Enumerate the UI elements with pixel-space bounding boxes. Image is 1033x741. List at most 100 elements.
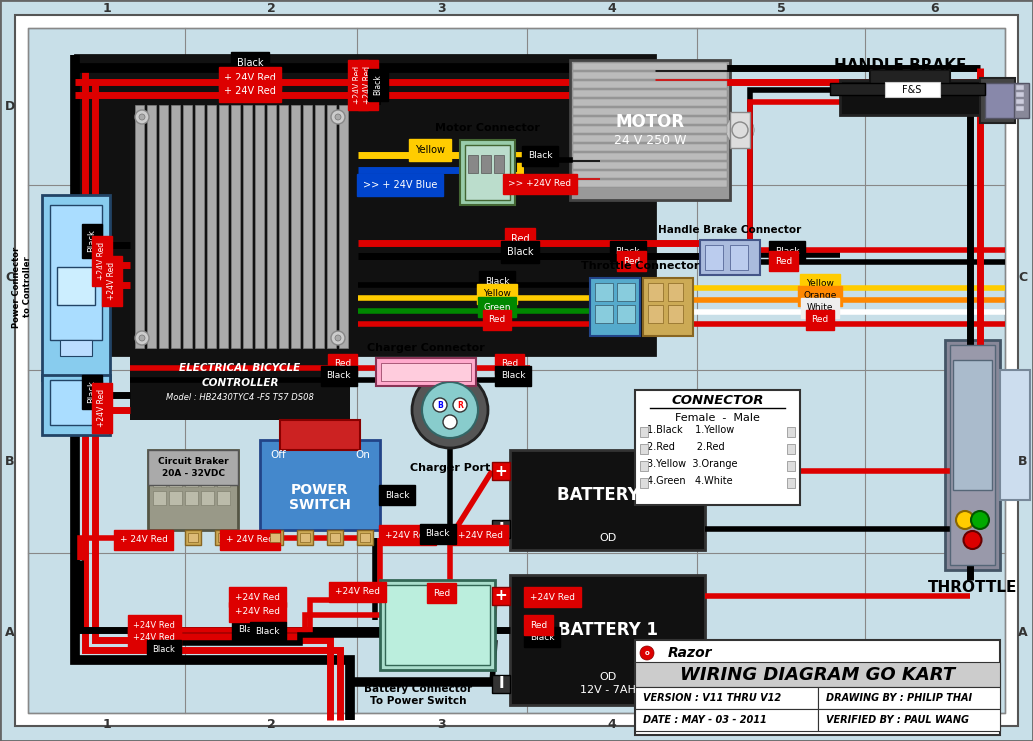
Circle shape: [730, 120, 750, 140]
Circle shape: [726, 116, 754, 144]
Bar: [635, 709, 817, 731]
Text: +24V Red: +24V Red: [133, 634, 175, 642]
Bar: [1014, 83, 1029, 118]
Bar: [243, 105, 252, 348]
Bar: [481, 155, 491, 173]
Text: Red: Red: [489, 316, 505, 325]
Bar: [158, 533, 168, 542]
Text: C: C: [5, 271, 14, 284]
Text: Black: Black: [238, 625, 262, 634]
Bar: [817, 687, 1000, 709]
Bar: [75, 55, 655, 355]
Bar: [465, 145, 510, 200]
Text: A: A: [1019, 626, 1028, 639]
Bar: [640, 461, 648, 471]
Circle shape: [730, 120, 750, 140]
Bar: [188, 533, 198, 542]
Text: Red: Red: [501, 359, 519, 368]
Bar: [573, 99, 727, 106]
Text: +24V Red: +24V Red: [385, 531, 430, 539]
Bar: [291, 105, 300, 348]
Text: >> + 24V Blue: >> + 24V Blue: [363, 180, 437, 190]
Bar: [492, 462, 510, 480]
Text: >> +24V Red: >> +24V Red: [508, 179, 571, 188]
Bar: [169, 473, 182, 487]
Text: 1: 1: [102, 2, 111, 16]
Text: MOTOR: MOTOR: [616, 113, 685, 131]
Text: +24V Red: +24V Red: [133, 620, 175, 630]
Text: Black: Black: [152, 645, 175, 654]
Bar: [573, 162, 727, 169]
Text: Black: Black: [88, 230, 96, 253]
Bar: [635, 390, 800, 505]
Bar: [460, 140, 515, 205]
Bar: [700, 240, 760, 275]
Bar: [573, 153, 727, 160]
Bar: [385, 585, 490, 665]
Bar: [195, 105, 204, 348]
Bar: [787, 444, 795, 454]
Text: Black: Black: [426, 530, 450, 539]
Bar: [217, 455, 230, 469]
Bar: [573, 144, 727, 151]
Text: Red: Red: [623, 256, 640, 265]
Bar: [42, 375, 109, 435]
Circle shape: [964, 531, 981, 549]
Circle shape: [956, 511, 974, 529]
Circle shape: [730, 120, 750, 140]
Text: I: I: [498, 677, 504, 691]
Bar: [135, 105, 144, 348]
Text: Off: Off: [270, 450, 286, 460]
Bar: [185, 473, 198, 487]
Bar: [573, 171, 727, 178]
Text: B: B: [1019, 455, 1028, 468]
Text: Red: Red: [530, 620, 547, 630]
Bar: [185, 455, 198, 469]
Text: +24V Red: +24V Red: [458, 531, 502, 539]
Bar: [169, 491, 182, 505]
Text: ELECTRICAL BICYCLE: ELECTRICAL BICYCLE: [180, 363, 301, 373]
Text: OD: OD: [599, 672, 616, 682]
Bar: [147, 105, 156, 348]
Circle shape: [335, 335, 341, 341]
Circle shape: [453, 398, 467, 412]
Circle shape: [335, 114, 341, 120]
Text: White: White: [807, 304, 834, 313]
Circle shape: [443, 415, 457, 429]
Bar: [573, 126, 727, 133]
Text: F&S: F&S: [902, 85, 921, 95]
Bar: [492, 587, 510, 605]
Circle shape: [422, 382, 478, 438]
Text: +24V Red: +24V Red: [234, 593, 280, 602]
Text: +24V Red: +24V Red: [97, 389, 106, 427]
Bar: [668, 283, 683, 301]
Bar: [730, 112, 750, 148]
Text: +24V Red: +24V Red: [107, 262, 117, 300]
Bar: [381, 363, 471, 381]
Bar: [231, 105, 240, 348]
Bar: [1016, 92, 1024, 97]
Text: 6: 6: [931, 717, 939, 731]
Circle shape: [726, 116, 754, 144]
Bar: [510, 575, 705, 705]
Bar: [185, 491, 198, 505]
Text: BATTERY 2: BATTERY 2: [558, 486, 658, 504]
Text: 6: 6: [931, 2, 939, 16]
Bar: [260, 440, 380, 530]
Bar: [648, 283, 663, 301]
Text: 4.Green   4.White: 4.Green 4.White: [647, 476, 732, 486]
Text: Red: Red: [510, 234, 529, 244]
Bar: [57, 267, 95, 305]
Bar: [217, 473, 230, 487]
Bar: [153, 455, 166, 469]
Bar: [219, 105, 228, 348]
Circle shape: [640, 646, 654, 660]
Bar: [570, 60, 730, 200]
Bar: [950, 345, 995, 565]
Bar: [339, 105, 348, 348]
Circle shape: [726, 116, 754, 144]
Text: Razor: Razor: [667, 646, 712, 660]
Bar: [218, 533, 228, 542]
Bar: [183, 105, 192, 348]
Text: Black: Black: [237, 58, 263, 68]
